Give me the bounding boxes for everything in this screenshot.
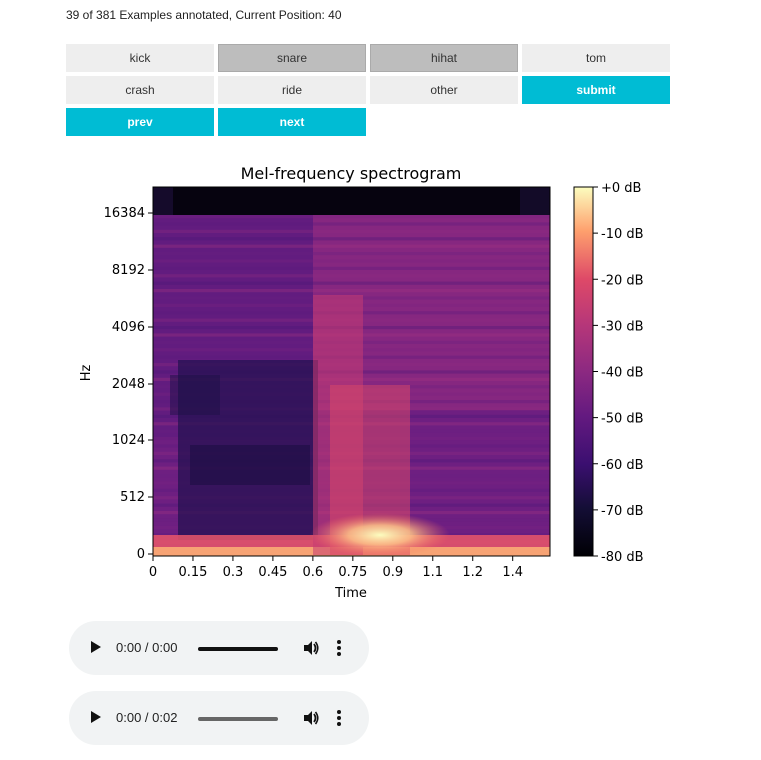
colorbar-tick-label: -80 dB bbox=[601, 550, 644, 565]
colorbar-tick-label: -10 dB bbox=[601, 227, 644, 242]
spectrogram-band bbox=[153, 289, 550, 293]
y-axis: 0 512 1024 2048 4096 8192 16384 bbox=[104, 206, 153, 562]
spectrogram-band bbox=[153, 222, 550, 226]
audio-time: 0:00 / 0:00 bbox=[116, 640, 178, 655]
volume-icon[interactable] bbox=[302, 709, 320, 727]
y-tick-label: 16384 bbox=[104, 206, 145, 221]
kick-button[interactable]: kick bbox=[66, 44, 214, 72]
submit-button[interactable]: submit bbox=[522, 76, 670, 104]
x-tick-label: 0.3 bbox=[223, 565, 244, 580]
play-icon[interactable] bbox=[91, 641, 101, 653]
spectrogram-band bbox=[153, 274, 550, 278]
x-tick-label: 1.4 bbox=[502, 565, 523, 580]
y-tick-label: 512 bbox=[120, 490, 145, 505]
colorbar bbox=[573, 186, 594, 557]
x-tick-label: 0 bbox=[149, 565, 157, 580]
x-tick-label: 0.6 bbox=[303, 565, 324, 580]
tom-button[interactable]: tom bbox=[522, 44, 670, 72]
x-tick-label: 0.45 bbox=[258, 565, 287, 580]
more-options-icon[interactable] bbox=[335, 638, 343, 658]
x-tick-label: 1.1 bbox=[422, 565, 443, 580]
spectrogram-band bbox=[153, 266, 550, 270]
other-button[interactable]: other bbox=[370, 76, 518, 104]
audio-player-2[interactable]: 0:00 / 0:02 bbox=[69, 691, 369, 745]
colorbar-tick-label: -30 dB bbox=[601, 319, 644, 334]
spectrogram-band bbox=[153, 281, 550, 285]
spectrogram-band bbox=[153, 244, 550, 248]
x-tick-label: 0.15 bbox=[178, 565, 207, 580]
x-tick-label: 0.9 bbox=[382, 565, 403, 580]
prev-button[interactable]: prev bbox=[66, 108, 214, 136]
status-text: 39 of 381 Examples annotated, Current Po… bbox=[66, 8, 342, 22]
x-axis-label: Time bbox=[334, 586, 367, 601]
spectrogram-band bbox=[153, 215, 550, 219]
y-axis-label: Hz bbox=[79, 365, 94, 382]
audio-seek-slider[interactable] bbox=[198, 647, 278, 651]
volume-icon[interactable] bbox=[302, 639, 320, 657]
spectrogram-band bbox=[153, 259, 550, 263]
colorbar-tick-label: -40 dB bbox=[601, 366, 644, 381]
x-tick-label: 0.75 bbox=[338, 565, 367, 580]
colorbar-axis: +0 dB -10 dB -20 dB -30 dB -40 dB -50 dB -60 d… bbox=[593, 181, 644, 565]
audio-seek-slider[interactable] bbox=[198, 717, 278, 721]
next-button[interactable]: next bbox=[218, 108, 366, 136]
audio-player-1[interactable]: 0:00 / 0:00 bbox=[69, 621, 369, 675]
spectrogram-chart: Mel-frequency spectrogram 0 512 1024 2048 40… bbox=[79, 164, 644, 601]
ride-button[interactable]: ride bbox=[218, 76, 366, 104]
spectrogram-figure: Mel-frequency spectrogram 0 512 1024 2048 40… bbox=[60, 155, 700, 605]
hihat-button[interactable]: hihat bbox=[370, 44, 518, 72]
more-options-icon[interactable] bbox=[335, 708, 343, 728]
spectrogram-band bbox=[153, 237, 550, 241]
colorbar-tick-label: -50 dB bbox=[601, 412, 644, 427]
chart-title: Mel-frequency spectrogram bbox=[241, 164, 462, 183]
x-tick-label: 1.2 bbox=[462, 565, 483, 580]
crash-button[interactable]: crash bbox=[66, 76, 214, 104]
spectrogram-band bbox=[153, 229, 550, 233]
snare-button[interactable]: snare bbox=[218, 44, 366, 72]
spectrogram-heatmap bbox=[153, 187, 550, 556]
y-tick-label: 4096 bbox=[112, 320, 145, 335]
y-tick-label: 2048 bbox=[112, 377, 145, 392]
colorbar-tick-label: +0 dB bbox=[601, 181, 641, 196]
y-tick-label: 8192 bbox=[112, 263, 145, 278]
audio-time: 0:00 / 0:02 bbox=[116, 710, 178, 725]
play-icon[interactable] bbox=[91, 711, 101, 723]
y-tick-label: 0 bbox=[137, 547, 145, 562]
colorbar-tick-label: -20 dB bbox=[601, 273, 644, 288]
spectrogram-band bbox=[153, 252, 550, 256]
y-tick-label: 1024 bbox=[112, 433, 145, 448]
x-axis: 0 0.15 0.3 0.45 0.6 0.75 0.9 1.1 1.2 1.4 bbox=[149, 556, 523, 580]
colorbar-tick-label: -60 dB bbox=[601, 458, 644, 473]
colorbar-tick-label: -70 dB bbox=[601, 504, 644, 519]
